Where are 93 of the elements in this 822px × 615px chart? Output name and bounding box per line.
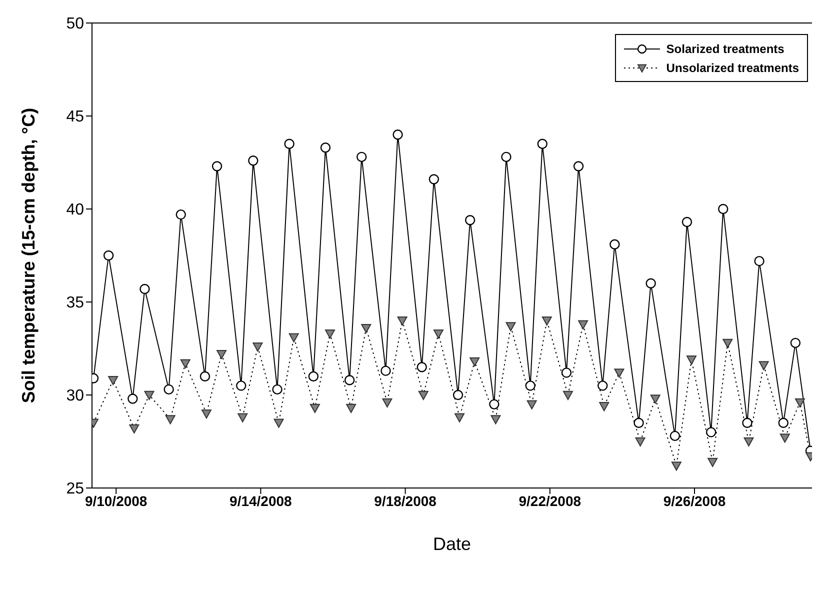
- point: [201, 410, 212, 419]
- point: [272, 384, 282, 395]
- point: [598, 380, 608, 391]
- point: [754, 256, 764, 266]
- point: [248, 156, 258, 166]
- point: [416, 362, 427, 372]
- point: [176, 209, 186, 220]
- point: [742, 418, 752, 428]
- point: [454, 413, 465, 422]
- point: [610, 239, 620, 250]
- legend-label: Unsolarized treatments: [666, 60, 799, 74]
- point: [578, 320, 588, 330]
- point: [324, 330, 335, 339]
- point: [489, 399, 500, 410]
- x-axis-title: Date: [432, 534, 472, 554]
- point: [200, 371, 210, 382]
- point: [165, 415, 176, 424]
- point: [573, 161, 584, 172]
- point: [144, 390, 154, 400]
- x-tick-label: 9/18/2008: [374, 492, 437, 509]
- point: [128, 394, 138, 404]
- x-tick-label: 9/22/2008: [518, 492, 582, 509]
- point: [428, 174, 440, 184]
- point: [526, 400, 537, 410]
- legend-label: Solarized treatments: [666, 42, 784, 56]
- point: [103, 250, 114, 261]
- point: [140, 284, 150, 294]
- point: [238, 413, 248, 422]
- point: [722, 338, 733, 348]
- point: [778, 418, 788, 428]
- point: [646, 278, 656, 288]
- y-tick-label: 40: [66, 202, 84, 219]
- point: [320, 142, 331, 153]
- x-tick-label: 9/10/2008: [84, 492, 148, 509]
- y-tick-label: 50: [66, 16, 84, 33]
- point: [212, 161, 222, 172]
- point: [780, 434, 790, 443]
- point: [706, 427, 716, 438]
- point: [180, 359, 190, 368]
- point: [635, 437, 646, 446]
- x-tick-label: 9/26/2008: [663, 492, 726, 509]
- point: [344, 375, 355, 386]
- point: [464, 215, 476, 226]
- point: [671, 462, 682, 471]
- point: [790, 338, 801, 348]
- point: [380, 366, 391, 376]
- point: [506, 322, 516, 332]
- y-tick-label: 30: [66, 388, 84, 405]
- point: [708, 458, 718, 467]
- point: [361, 324, 372, 334]
- point: [129, 424, 140, 434]
- point: [542, 316, 552, 326]
- point: [562, 390, 573, 400]
- point: [634, 418, 644, 428]
- point: [670, 430, 680, 442]
- point: [288, 333, 299, 342]
- point: [216, 350, 227, 360]
- y-axis-title: Soil temperature (15-cm depth, °C): [18, 108, 38, 404]
- point: [236, 380, 246, 391]
- point: [537, 138, 548, 149]
- point: [614, 368, 624, 378]
- point: [308, 371, 319, 382]
- point: [310, 404, 320, 414]
- point: [718, 204, 728, 214]
- x-tick-label: 9/14/2008: [230, 492, 292, 509]
- point: [382, 398, 392, 408]
- point: [599, 402, 610, 412]
- point: [108, 376, 118, 386]
- point: [525, 380, 536, 391]
- point: [418, 390, 428, 400]
- point: [274, 418, 284, 428]
- point: [686, 356, 696, 365]
- y-tick-label: 35: [66, 294, 84, 312]
- point: [682, 216, 692, 228]
- point: [346, 404, 356, 414]
- point: [164, 384, 174, 395]
- point: [397, 316, 408, 326]
- point: [284, 138, 294, 149]
- point: [392, 130, 403, 140]
- point: [794, 398, 805, 408]
- y-tick-label: 45: [66, 108, 84, 126]
- y-tick-label: 25: [66, 480, 84, 498]
- point: [561, 368, 572, 378]
- point: [650, 394, 660, 404]
- point: [744, 437, 754, 446]
- point: [758, 361, 769, 370]
- point: [501, 152, 512, 162]
- point: [252, 342, 263, 352]
- point: [490, 415, 501, 424]
- point: [356, 152, 367, 162]
- point: [433, 330, 444, 339]
- point: [452, 390, 464, 400]
- point: [470, 357, 480, 367]
